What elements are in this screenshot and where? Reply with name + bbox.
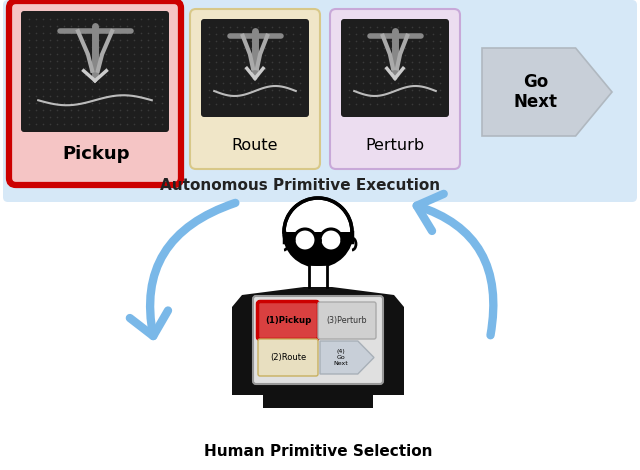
FancyBboxPatch shape xyxy=(318,302,376,339)
Text: Route: Route xyxy=(232,139,278,154)
FancyBboxPatch shape xyxy=(3,0,637,202)
FancyBboxPatch shape xyxy=(9,1,181,185)
Text: (1)Pickup: (1)Pickup xyxy=(265,316,311,325)
Text: Pickup: Pickup xyxy=(62,145,130,163)
Polygon shape xyxy=(232,287,404,395)
FancyBboxPatch shape xyxy=(201,19,309,117)
FancyArrowPatch shape xyxy=(417,194,493,335)
FancyBboxPatch shape xyxy=(257,301,319,339)
Circle shape xyxy=(320,229,342,251)
Text: Human Primitive Selection: Human Primitive Selection xyxy=(204,445,432,460)
Text: Autonomous Primitive Execution: Autonomous Primitive Execution xyxy=(160,178,440,193)
FancyArrowPatch shape xyxy=(130,203,236,336)
FancyBboxPatch shape xyxy=(190,9,320,169)
FancyBboxPatch shape xyxy=(21,11,169,132)
Polygon shape xyxy=(284,232,352,266)
Polygon shape xyxy=(482,48,612,136)
Polygon shape xyxy=(320,341,374,374)
Circle shape xyxy=(294,229,316,251)
FancyBboxPatch shape xyxy=(258,339,318,376)
FancyBboxPatch shape xyxy=(253,296,383,384)
Text: Perturb: Perturb xyxy=(365,139,424,154)
Circle shape xyxy=(284,198,352,266)
FancyBboxPatch shape xyxy=(341,19,449,117)
Text: Go
Next: Go Next xyxy=(513,72,557,111)
Text: (2)Route: (2)Route xyxy=(270,353,306,362)
FancyBboxPatch shape xyxy=(330,9,460,169)
Text: (4)
Go
Next: (4) Go Next xyxy=(333,349,348,366)
Text: (3)Perturb: (3)Perturb xyxy=(326,316,367,325)
FancyBboxPatch shape xyxy=(263,395,373,408)
